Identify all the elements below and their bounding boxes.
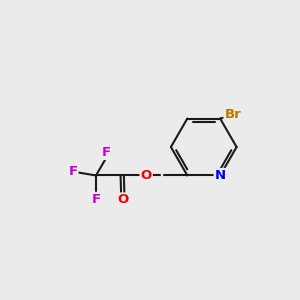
Text: F: F bbox=[102, 146, 111, 159]
Text: N: N bbox=[214, 169, 226, 182]
Text: Br: Br bbox=[224, 108, 241, 121]
Text: O: O bbox=[117, 194, 128, 206]
Text: F: F bbox=[92, 193, 100, 206]
Text: O: O bbox=[140, 169, 152, 182]
Text: F: F bbox=[68, 165, 77, 178]
